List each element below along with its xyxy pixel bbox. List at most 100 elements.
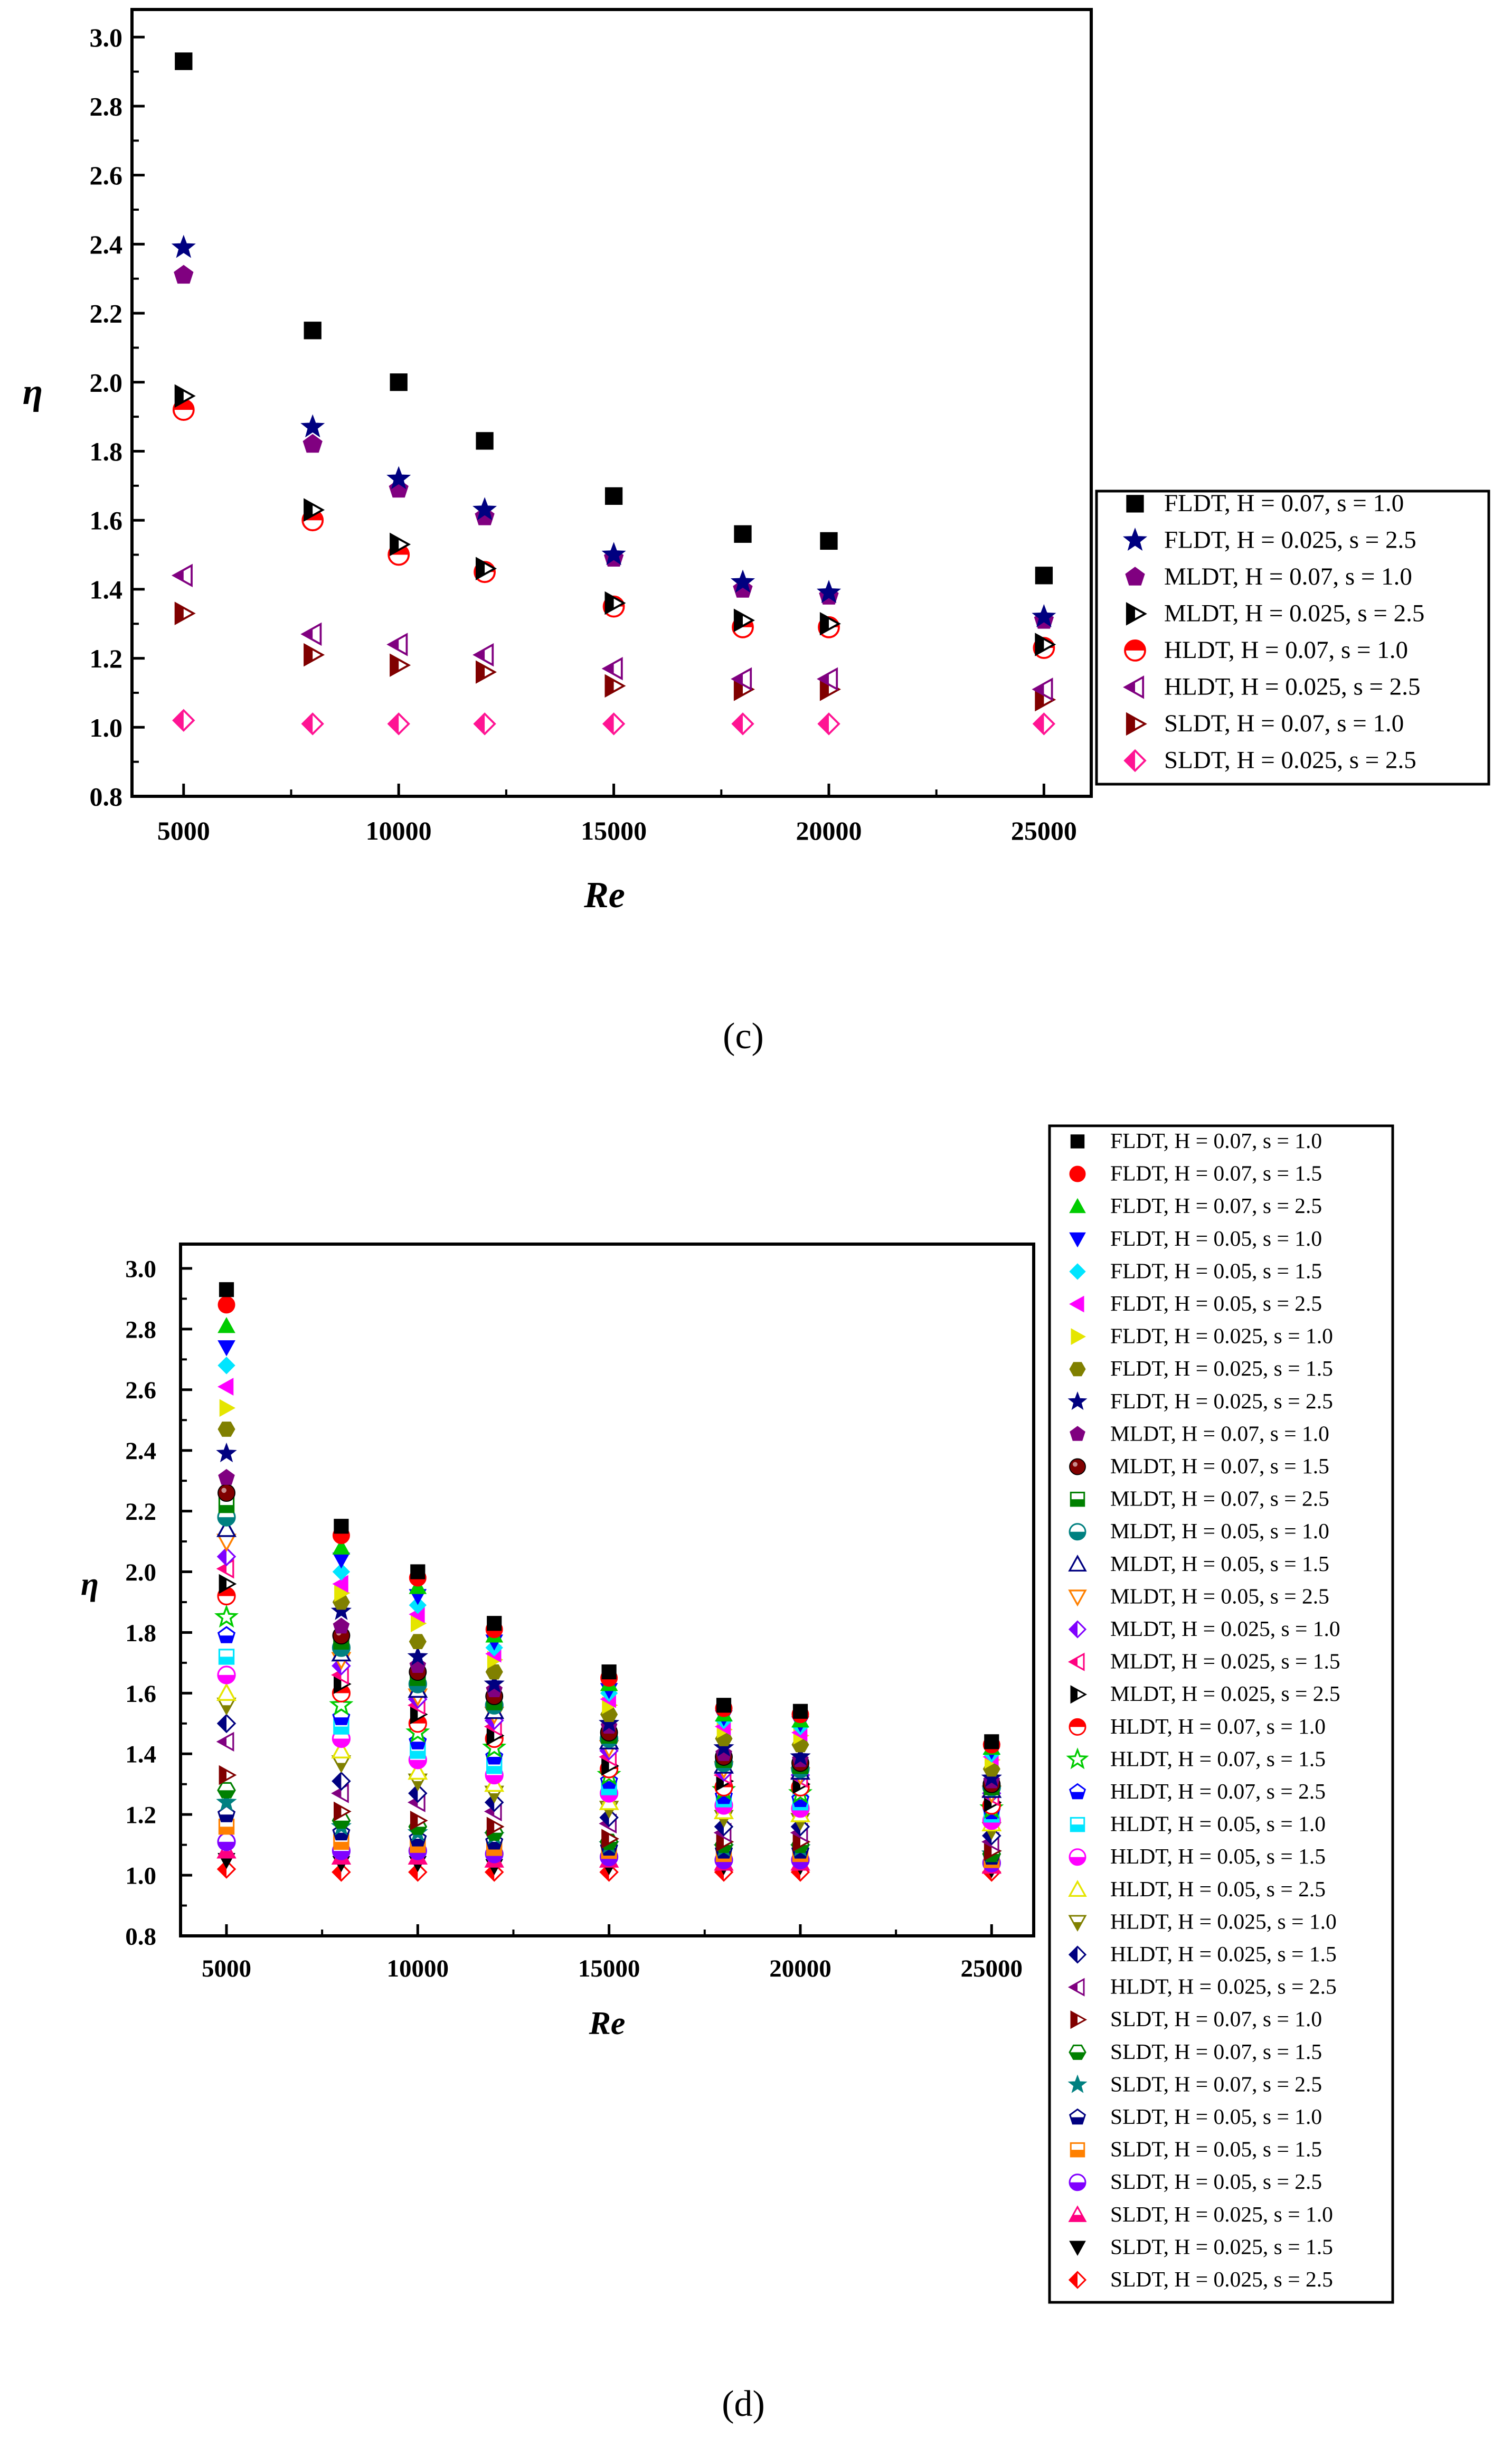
legend-marker [1069,1458,1086,1475]
legend-marker [1069,1362,1086,1377]
x-tick-label: 10000 [366,816,432,845]
x-axis-title: Re [589,2006,626,2041]
legend-marker [1068,1945,1087,1964]
data-point [175,52,193,70]
x-tick-label: 20000 [796,816,862,845]
legend-label: FLDT, H = 0.07, s = 2.5 [1110,1193,1322,1218]
legend-item: SLDT, H = 0.07, s = 1.0 [1070,2007,1322,2031]
data-point [390,373,408,391]
data-point [1035,567,1053,585]
data-point [217,1626,236,1643]
data-point [598,1713,620,1733]
data-point [473,712,496,736]
data-point [216,1547,237,1567]
data-point [330,1600,352,1620]
data-point [410,1810,428,1831]
data-point [409,1596,427,1614]
data-point [604,674,626,698]
data-point [218,1484,235,1502]
legend-marker [1069,2241,1086,2256]
y-tick-label: 1.8 [125,1620,156,1647]
data-point [1032,712,1056,736]
data-point [218,1340,235,1357]
panel-caption: (d) [722,2384,765,2424]
data-point [981,1767,1002,1787]
legend-label: SLDT, H = 0.07, s = 1.0 [1110,2007,1322,2031]
legend-marker [1069,1165,1086,1182]
data-point [171,563,193,588]
y-tick-label: 1.0 [125,1862,156,1890]
legend-label: FLDT, H = 0.025, s = 2.5 [1110,1389,1333,1413]
legend-label: FLDT, H = 0.025, s = 2.5 [1164,526,1416,554]
legend-label: HLDT, H = 0.05, s = 1.5 [1110,1844,1326,1868]
series-6 [171,563,1053,701]
legend-marker [1069,1295,1084,1313]
legend-label: SLDT, H = 0.05, s = 1.0 [1110,2104,1322,2129]
data-point [408,1762,428,1780]
legend: FLDT, H = 0.07, s = 1.0 FLDT, H = 0.07, s… [1048,1124,1394,2304]
y-tick-label: 0.8 [125,1923,156,1950]
data-point [817,712,840,736]
data-point [475,660,497,684]
legend-marker [1068,1915,1087,1932]
legend-marker [1068,1554,1087,1572]
legend-item: HLDT, H = 0.07, s = 1.5 [1066,1746,1326,1771]
y-tick-label: 1.4 [125,1741,156,1768]
legend-item: HLDT, H = 0.07, s = 1.0 [1069,1714,1326,1738]
y-tick-label: 2.8 [125,1316,156,1343]
legend-item: SLDT, H = 0.07, s = 1.5 [1069,2039,1322,2064]
y-tick-label: 2.6 [90,161,123,190]
series-7 [174,601,1056,712]
legend-marker [1070,2142,1085,2158]
legend-item: SLDT, H = 0.025, s = 1.5 [1069,2234,1333,2259]
series-23 [217,1666,1001,1830]
legend-label: HLDT, H = 0.025, s = 2.5 [1110,1974,1337,1999]
series-1 [175,52,1053,585]
legend-item: MLDT, H = 0.025, s = 1.0 [1068,1616,1340,1641]
series-18 [219,1574,1002,1812]
data-point [218,1296,235,1314]
legend-label: SLDT, H = 0.05, s = 1.5 [1110,2137,1322,2161]
y-axis-title: η [81,1566,99,1602]
x-tick-label: 15000 [578,1955,640,1982]
data-point [304,322,322,340]
legend-label: HLDT, H = 0.07, s = 2.5 [1110,1779,1326,1803]
data-point [219,1765,237,1785]
legend-label: SLDT, H = 0.025, s = 2.5 [1164,747,1416,774]
legend-marker [1067,1978,1085,1997]
legend-label: FLDT, H = 0.05, s = 1.0 [1110,1226,1322,1250]
data-point [218,1357,235,1375]
data-point [174,265,194,284]
legend-label: MLDT, H = 0.07, s = 1.0 [1110,1421,1329,1445]
legend-marker [1126,712,1147,736]
data-point [219,1574,237,1594]
data-point [332,1771,351,1791]
legend-item: HLDT, H = 0.025, s = 2.5 [1067,1974,1337,1999]
data-point [472,497,497,521]
legend-item: SLDT, H = 0.07, s = 1.0 [1126,710,1404,737]
series-9 [216,1442,1002,1787]
legend-item: FLDT, H = 0.07, s = 1.5 [1069,1161,1322,1185]
legend-item: HLDT, H = 0.025, s = 2.5 [1123,673,1421,701]
legend-label: SLDT, H = 0.07, s = 2.5 [1110,2072,1322,2096]
y-tick-label: 2.4 [90,230,123,259]
plot-area-frame [179,1243,1035,1937]
data-point [333,1617,350,1634]
data-point [216,1682,237,1701]
legend-marker [1070,1491,1085,1507]
legend-item: FLDT, H = 0.025, s = 1.0 [1071,1324,1333,1348]
y-axis-title: η [23,372,43,412]
legend-marker [1069,1232,1086,1248]
data-point [304,498,325,522]
legend-label: HLDT, H = 0.025, s = 1.5 [1110,1942,1337,1966]
legend-label: SLDT, H = 0.07, s = 1.5 [1110,2039,1322,2064]
legend-item: FLDT, H = 0.05, s = 1.5 [1069,1258,1322,1283]
legend-item: MLDT, H = 0.05, s = 1.0 [1069,1519,1329,1543]
legend-item: MLDT, H = 0.07, s = 2.5 [1070,1486,1329,1511]
legend-marker [1070,2010,1088,2029]
series-1 [219,1282,999,1749]
data-point [218,1649,235,1665]
data-point [407,1645,428,1666]
legend-marker [1069,2173,1086,2191]
legend-item: HLDT, H = 0.07, s = 2.5 [1069,1779,1326,1803]
